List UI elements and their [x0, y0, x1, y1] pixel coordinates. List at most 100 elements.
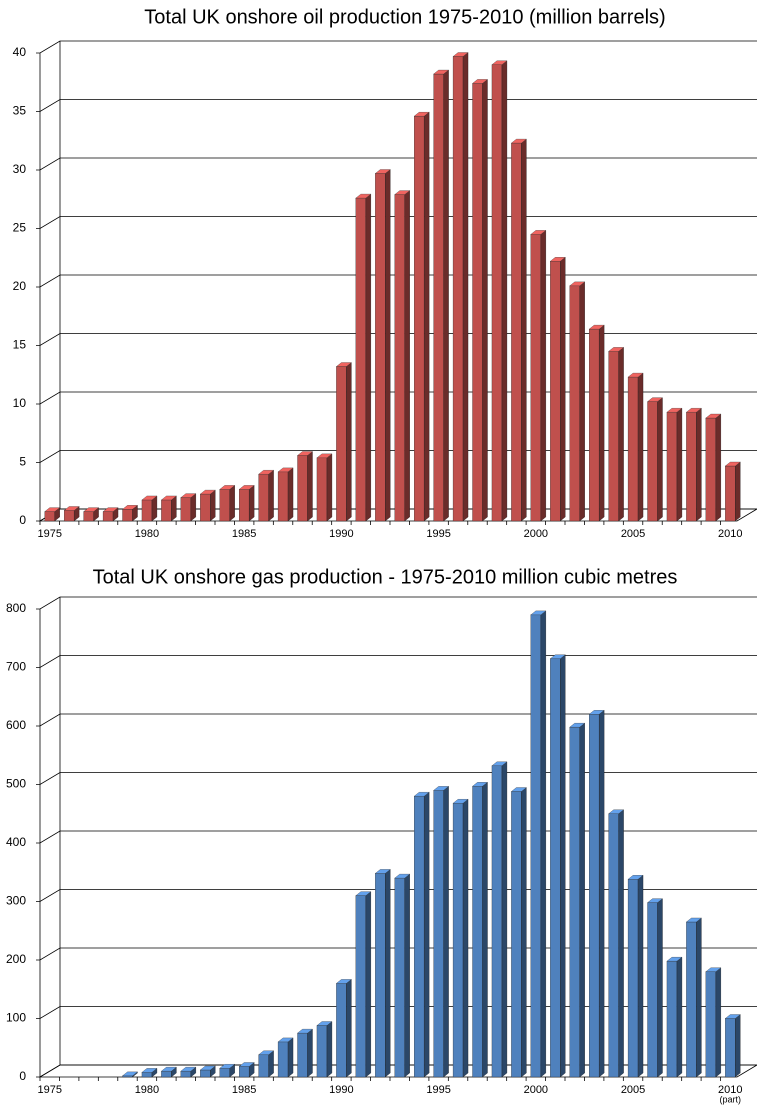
- bar: [472, 781, 488, 1078]
- bar: [199, 489, 216, 522]
- bar: [491, 761, 508, 1078]
- bar: [569, 281, 586, 522]
- bar-front: [64, 510, 75, 522]
- bar-top: [141, 1068, 158, 1073]
- bar: [491, 60, 508, 522]
- bar-side: [462, 52, 469, 522]
- bar-front: [161, 499, 172, 522]
- bar: [724, 461, 741, 522]
- bar: [374, 169, 391, 522]
- bar-side: [307, 1028, 313, 1078]
- bar-front: [180, 497, 191, 522]
- bar-side: [210, 489, 216, 522]
- bar: [316, 1021, 333, 1078]
- bar-side: [365, 891, 371, 1078]
- bar-top: [705, 967, 722, 972]
- bar: [374, 869, 391, 1078]
- bar-front: [258, 1054, 269, 1078]
- y-tick-label: 15: [13, 338, 27, 352]
- bar-front: [705, 417, 716, 522]
- bar-front: [491, 765, 503, 1078]
- bar-top: [433, 786, 450, 791]
- bar-front: [686, 921, 697, 1078]
- bar-top: [666, 408, 683, 413]
- bar-top: [219, 1064, 236, 1069]
- bar: [433, 69, 450, 522]
- bar-top: [122, 1071, 138, 1076]
- bar-top: [63, 506, 80, 511]
- bar-front: [102, 511, 114, 522]
- bar-top: [160, 1067, 177, 1072]
- bar-top: [510, 787, 527, 792]
- bar-front: [83, 511, 94, 522]
- bar: [83, 507, 100, 522]
- bar-top: [160, 495, 177, 501]
- bar: [549, 654, 566, 1078]
- bar-front: [511, 142, 522, 522]
- bar-top: [394, 873, 411, 879]
- bar: [102, 507, 119, 522]
- bar-side: [443, 786, 449, 1078]
- bar-side: [424, 111, 430, 522]
- bar: [627, 874, 644, 1078]
- bar-side: [637, 372, 644, 522]
- bar: [238, 1062, 255, 1078]
- bar-front: [608, 813, 619, 1078]
- bar: [355, 891, 372, 1078]
- bar-side: [462, 798, 469, 1078]
- bar-top: [588, 710, 605, 715]
- grid-line: [36, 830, 757, 844]
- bar-top: [238, 1062, 255, 1067]
- x-tick-label: 1980: [135, 528, 159, 540]
- bar-front: [394, 194, 405, 522]
- bar-top: [258, 470, 275, 475]
- bar-side: [229, 485, 235, 522]
- bar-side: [326, 1021, 333, 1078]
- bar-front: [414, 796, 425, 1078]
- bar-top: [335, 362, 352, 367]
- x-tick-label: 1975: [37, 528, 61, 540]
- bar: [355, 193, 372, 522]
- bar-top: [627, 372, 644, 378]
- bar-top: [335, 979, 352, 984]
- bar: [569, 722, 586, 1078]
- bar-top: [569, 281, 586, 286]
- bar-top: [685, 917, 702, 923]
- bar-top: [413, 112, 430, 117]
- chart-title: Total UK onshore oil production 1975-201…: [144, 6, 665, 28]
- bar: [44, 507, 61, 522]
- bar-side: [307, 451, 313, 522]
- bar-side: [326, 453, 333, 522]
- bar-top: [44, 507, 61, 512]
- bar-front: [666, 961, 678, 1078]
- bar: [588, 709, 605, 1078]
- bar-top: [627, 875, 644, 880]
- bar-front: [530, 234, 541, 522]
- bar-top: [666, 957, 683, 962]
- bar-side: [540, 230, 546, 522]
- bar-front: [375, 873, 386, 1078]
- y-tick-label: 700: [6, 660, 26, 674]
- bar-top: [141, 495, 158, 501]
- bar-side: [443, 69, 449, 522]
- bar: [180, 1066, 197, 1078]
- bar-front: [452, 803, 464, 1078]
- bar-side: [501, 761, 508, 1078]
- bar-top: [102, 507, 119, 512]
- bar-front: [277, 471, 289, 522]
- bar-front: [297, 455, 308, 522]
- bar-side: [249, 485, 255, 522]
- bar: [510, 138, 527, 522]
- bar: [297, 1028, 313, 1078]
- bar-top: [608, 809, 625, 814]
- x-tick-label: 1990: [329, 1084, 353, 1096]
- bar-side: [424, 791, 430, 1078]
- bar-side: [365, 193, 371, 522]
- bar-front: [491, 64, 503, 522]
- bar-front: [258, 474, 269, 522]
- bar-top: [355, 193, 372, 199]
- x-note: (part): [720, 1094, 742, 1104]
- bar-top: [238, 485, 255, 490]
- bar-top: [199, 1065, 216, 1071]
